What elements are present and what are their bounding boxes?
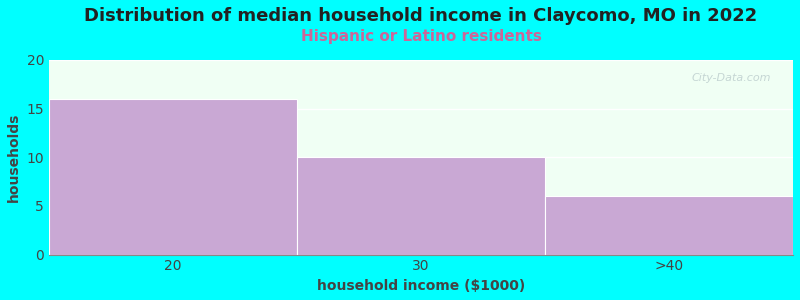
Bar: [49, 99, 297, 255]
Text: City-Data.com: City-Data.com: [691, 74, 770, 83]
X-axis label: household income ($1000): household income ($1000): [317, 279, 525, 293]
Title: Distribution of median household income in Claycomo, MO in 2022: Distribution of median household income …: [84, 7, 758, 25]
Bar: [545, 196, 793, 255]
Bar: [297, 157, 545, 255]
Y-axis label: households: households: [7, 112, 21, 202]
Text: Hispanic or Latino residents: Hispanic or Latino residents: [301, 29, 542, 44]
